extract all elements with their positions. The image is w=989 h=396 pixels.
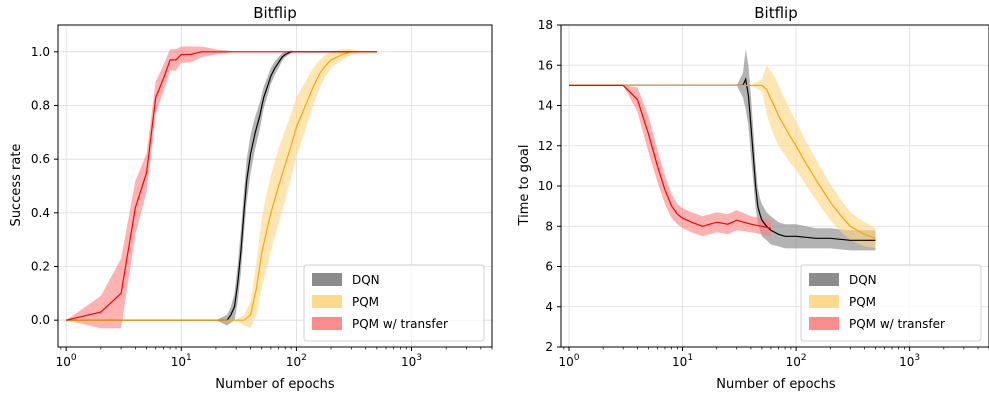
time-to-goal-y-tick-label: 12 xyxy=(538,139,553,153)
success-rate-x-tick-label: 100 xyxy=(56,353,77,369)
time-to-goal-panel: 100 101 102 103 2 4 6 8 10 12 14 16 18 Bitflip Numbe… xyxy=(517,4,989,392)
success-rate-legend-label-pqm: PQM xyxy=(352,295,379,309)
success-rate-legend-swatch-pqm xyxy=(312,295,342,308)
success-rate-legend-swatch-pqm-w-transfer xyxy=(312,317,342,330)
success-rate-legend-label-dqn: DQN xyxy=(352,273,380,287)
time-to-goal-x-tick-label: 101 xyxy=(672,353,693,369)
time-to-goal-x-tick-label: 103 xyxy=(899,353,920,369)
success-rate-axes-frame xyxy=(57,24,493,348)
success-rate-legend-label-pqm-w-transfer: PQM w/ transfer xyxy=(352,317,448,331)
time-to-goal-legend: DQN PQM PQM w/ transfer xyxy=(800,264,982,342)
time-to-goal-legend-swatch-dqn xyxy=(809,273,839,286)
time-to-goal-ylabel: Time to goal xyxy=(517,145,532,227)
time-to-goal-dqn-line xyxy=(569,77,876,241)
success-rate-y-tick-label: 0.2 xyxy=(31,260,50,274)
time-to-goal-pqm-w-transfer-band xyxy=(569,85,771,237)
success-rate-pqm-w-transfer-band xyxy=(66,46,377,329)
time-to-goal-x-tick-label: 100 xyxy=(559,353,580,369)
time-to-goal-legend-swatch-pqm xyxy=(809,295,839,308)
time-to-goal-y-tick-label: 10 xyxy=(538,179,553,193)
time-to-goal-y-tick-label: 14 xyxy=(538,99,553,113)
success-rate-x-tick-label: 102 xyxy=(286,353,307,369)
time-to-goal-y-tick-label: 2 xyxy=(545,340,553,354)
time-to-goal-y-tick-label: 18 xyxy=(538,18,553,32)
time-to-goal-y-tick-label: 16 xyxy=(538,58,553,72)
success-rate-pqm-w-transfer-line xyxy=(65,51,377,321)
time-to-goal-legend-box xyxy=(800,264,982,342)
time-to-goal-legend-label-pqm-w-transfer: PQM w/ transfer xyxy=(849,317,945,331)
success-rate-y-tick-label: 0.8 xyxy=(31,99,50,113)
time-to-goal-pqm-line xyxy=(569,84,876,239)
success-rate-pqm-line xyxy=(66,51,377,321)
time-to-goal-legend-label-dqn: DQN xyxy=(849,273,877,287)
time-to-goal-pqm-band xyxy=(569,65,876,249)
time-to-goal-xlabel: Number of epochs xyxy=(716,377,836,392)
time-to-goal-x-tick-label: 102 xyxy=(786,353,807,369)
success-rate-y-tick-label: 0.4 xyxy=(31,206,50,220)
time-to-goal-pqm-w-transfer-line xyxy=(569,84,772,229)
success-rate-panel: 100 101 102 103 0.0 0.2 0.4 0.6 0.8 1.0 Bitflip N… xyxy=(9,4,493,392)
success-rate-legend-box xyxy=(303,264,485,342)
success-rate-y-tick-label: 0.0 xyxy=(31,313,50,327)
success-rate-xlabel: Number of epochs xyxy=(215,377,335,392)
success-rate-y-tick-label: 1.0 xyxy=(31,45,50,59)
success-rate-legend: DQN PQM PQM w/ transfer xyxy=(303,264,485,342)
success-rate-x-tick-label: 103 xyxy=(401,353,422,369)
success-rate-title: Bitflip xyxy=(253,4,296,22)
success-rate-legend-swatch-dqn xyxy=(312,273,342,286)
time-to-goal-y-tick-label: 6 xyxy=(545,260,553,274)
time-to-goal-legend-label-pqm: PQM xyxy=(849,295,876,309)
time-to-goal-y-tick-label: 4 xyxy=(545,300,553,314)
time-to-goal-y-tick-label: 8 xyxy=(545,219,553,233)
time-to-goal-title: Bitflip xyxy=(754,4,797,22)
success-rate-y-tick-label: 0.6 xyxy=(31,152,50,166)
time-to-goal-legend-swatch-pqm-w-transfer xyxy=(809,317,839,330)
success-rate-x-tick-label: 101 xyxy=(171,353,192,369)
success-rate-ylabel: Success rate xyxy=(9,144,24,227)
